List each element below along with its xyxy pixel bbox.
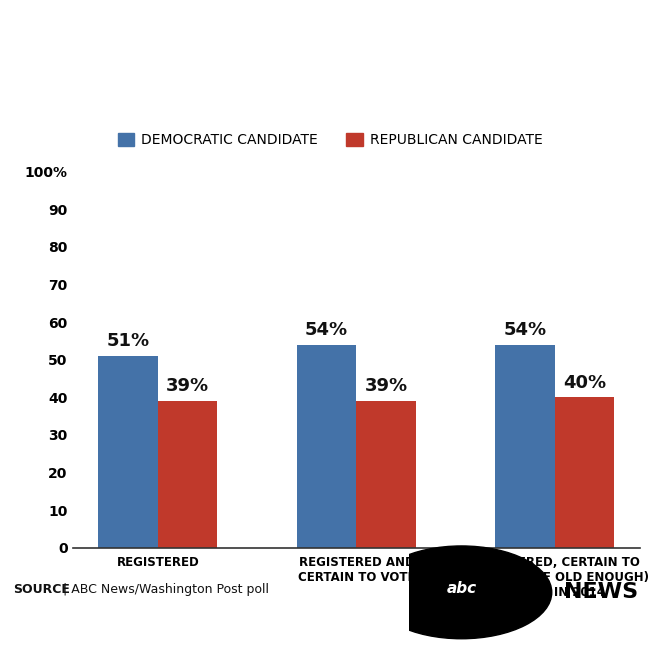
Bar xyxy=(356,401,416,548)
Text: 39%: 39% xyxy=(364,378,408,395)
Text: 54%: 54% xyxy=(504,321,546,339)
Circle shape xyxy=(371,546,552,639)
Bar xyxy=(495,345,555,548)
Text: 40%: 40% xyxy=(563,374,606,391)
Text: 51%: 51% xyxy=(107,332,150,350)
Text: 2018 MIDTERM ELECTION: 2018 MIDTERM ELECTION xyxy=(62,22,598,59)
Text: | ABC News/Washington Post poll: | ABC News/Washington Post poll xyxy=(59,583,269,596)
Bar xyxy=(158,401,218,548)
Text: 39%: 39% xyxy=(166,378,209,395)
Bar xyxy=(297,345,356,548)
Text: VOTE PREFERENCE: VOTE PREFERENCE xyxy=(131,72,529,108)
Text: SOURCE: SOURCE xyxy=(13,583,70,596)
Text: 54%: 54% xyxy=(305,321,348,339)
Text: abc: abc xyxy=(446,581,477,596)
Legend: DEMOCRATIC CANDIDATE, REPUBLICAN CANDIDATE: DEMOCRATIC CANDIDATE, REPUBLICAN CANDIDA… xyxy=(112,127,548,153)
Bar xyxy=(555,397,614,548)
Text: NEWS: NEWS xyxy=(564,582,638,603)
Bar xyxy=(98,356,158,548)
